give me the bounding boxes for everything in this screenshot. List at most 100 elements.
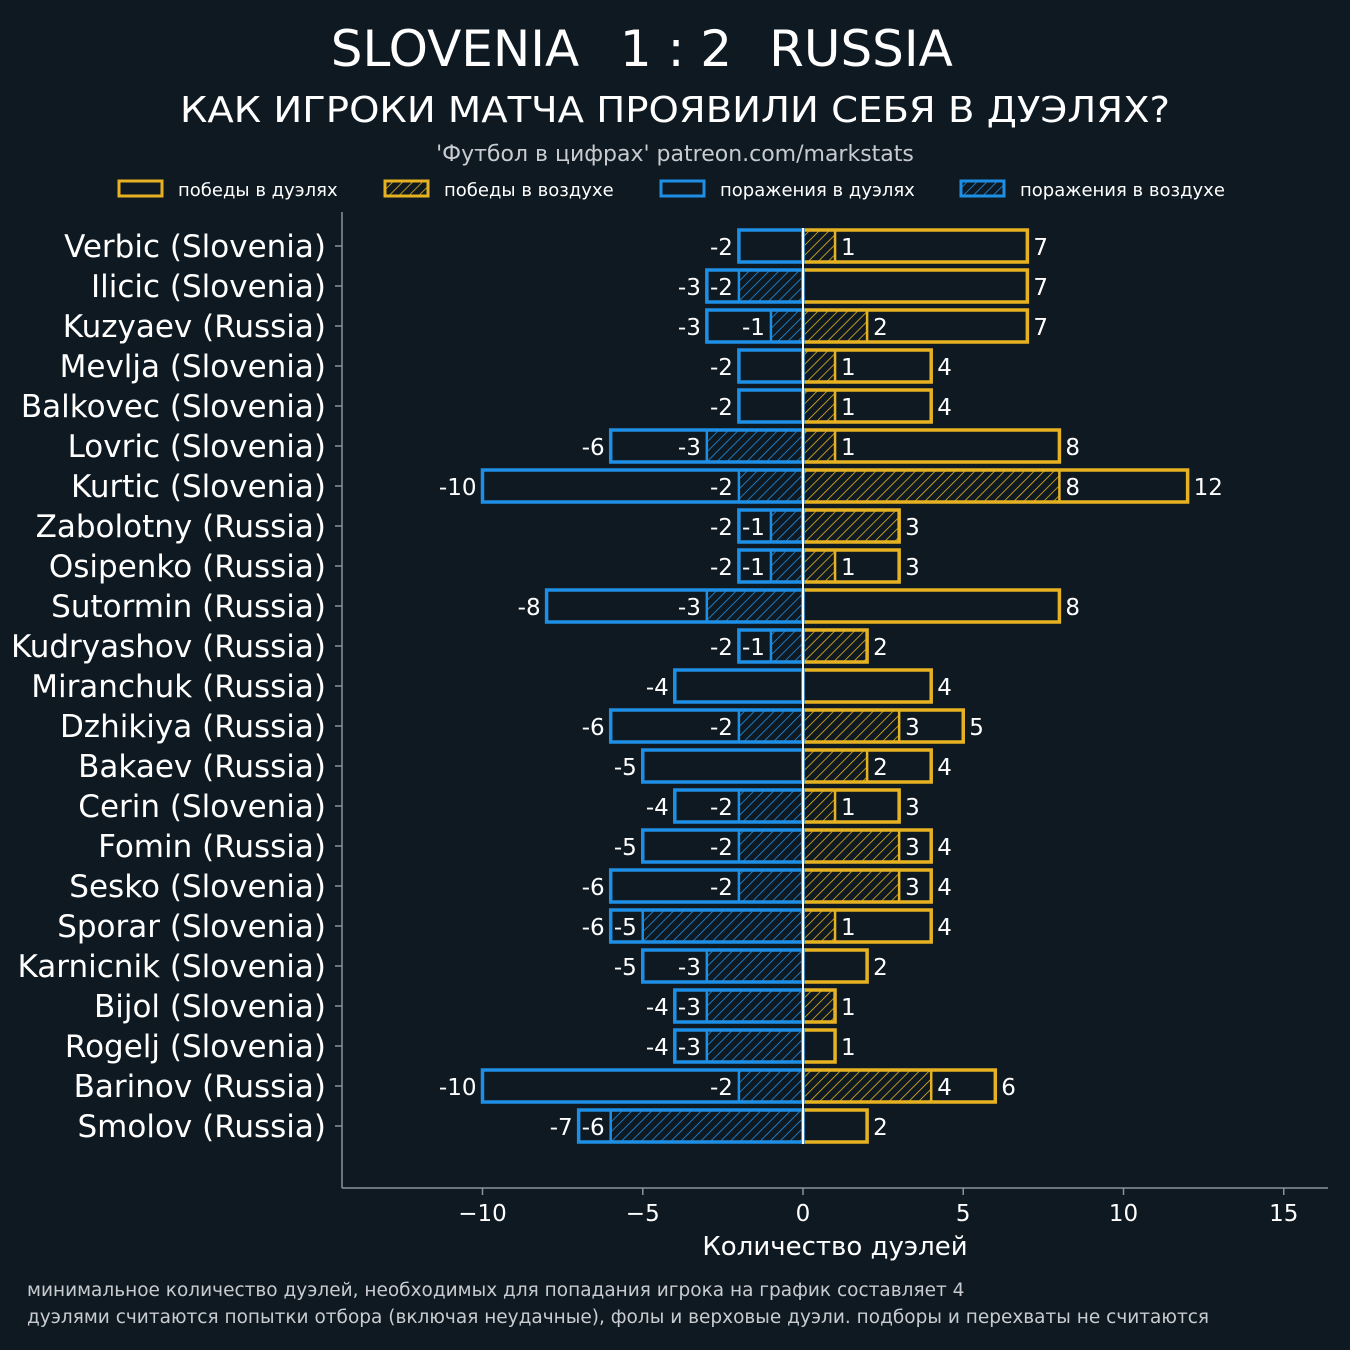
bar-losses-air [769, 548, 805, 584]
label-losses-total: -2 [710, 355, 733, 381]
label-losses-air: -2 [710, 875, 733, 901]
bar-wins-air [801, 388, 837, 424]
footnote-min-duels: минимальное количество дуэлей, необходим… [27, 1280, 964, 1301]
legend-swatch-losses-air [959, 179, 1006, 198]
legend-label-losses-total: поражения в дуэлях [720, 180, 915, 201]
label-wins-air: 1 [841, 355, 856, 381]
player-name-label: Barinov (Russia) [74, 1069, 326, 1105]
x-axis-label: Количество дуэлей [702, 1232, 967, 1262]
label-losses-total: -4 [646, 995, 669, 1021]
label-losses-total: -6 [582, 875, 605, 901]
bar-wins-air [801, 348, 837, 384]
label-losses-total: -8 [518, 595, 541, 621]
label-wins-total: 4 [937, 875, 952, 901]
legend-swatch-wins-air [383, 179, 430, 198]
bar-wins-air [801, 828, 901, 864]
label-wins-air: 1 [841, 555, 856, 581]
label-losses-total: -2 [710, 555, 733, 581]
label-wins-total: 7 [1033, 275, 1048, 301]
bar-losses-air [705, 988, 805, 1024]
bar-losses-air [737, 868, 805, 904]
label-losses-air: -2 [710, 835, 733, 861]
label-wins-air: 1 [841, 395, 856, 421]
player-name-label: Cerin (Slovenia) [78, 789, 326, 825]
player-name-label: Kuzyaev (Russia) [63, 309, 326, 345]
player-labels: Verbic (Slovenia) Ilicic (Slovenia) Kuzyae… [11, 229, 342, 1145]
label-wins-total: 2 [873, 635, 888, 661]
legend-swatch-losses-total [659, 179, 706, 198]
label-losses-total: -2 [710, 515, 733, 541]
label-losses-air: -2 [710, 795, 733, 821]
bar-losses-air [737, 788, 805, 824]
legend-label-losses-air: поражения в воздухе [1020, 180, 1225, 201]
label-losses-total: -3 [678, 315, 701, 341]
away-team-name: RUSSIA [769, 20, 953, 78]
player-name-label: Fomin (Russia) [98, 829, 326, 865]
home-team-name: SLOVENIA [331, 20, 579, 78]
label-wins-total: 2 [873, 955, 888, 981]
label-losses-total: -10 [439, 475, 477, 501]
player-name-label: Sporar (Slovenia) [57, 909, 326, 945]
label-wins-total: 4 [937, 755, 952, 781]
bar-wins-total [801, 1108, 869, 1144]
bar-losses-air [737, 1068, 805, 1104]
source-credit: 'Футбол в цифрах' patreon.com/markstats [436, 142, 914, 167]
label-wins-total: 7 [1033, 315, 1048, 341]
label-losses-air: -1 [742, 635, 765, 661]
bar-losses-total [641, 748, 805, 784]
x-tick-label: −5 [626, 1201, 660, 1227]
bar-wins-air [801, 548, 837, 584]
player-name-label: Dzhikiya (Russia) [60, 709, 326, 745]
x-tick-label: 10 [1109, 1201, 1138, 1227]
label-wins-total: 1 [841, 1035, 856, 1061]
player-name-label: Bakaev (Russia) [78, 749, 326, 785]
bar-wins-total [801, 588, 1062, 624]
label-losses-total: -6 [582, 435, 605, 461]
label-wins-total: 4 [937, 675, 952, 701]
player-name-label: Mevlja (Slovenia) [60, 349, 326, 385]
label-losses-air: -1 [742, 555, 765, 581]
label-wins-total: 12 [1194, 475, 1223, 501]
bar-losses-total [737, 228, 805, 264]
bar-wins-air [801, 228, 837, 264]
label-losses-total: -2 [710, 235, 733, 261]
x-tick-label: 5 [956, 1201, 971, 1227]
label-losses-total: -10 [439, 1075, 477, 1101]
label-losses-total: -5 [614, 755, 637, 781]
label-wins-total: 7 [1033, 235, 1048, 261]
label-wins-air: 1 [841, 915, 856, 941]
label-wins-air: 1 [841, 235, 856, 261]
label-losses-air: -3 [678, 1035, 701, 1061]
bar-wins-air [801, 708, 901, 744]
x-tick-label: 0 [796, 1201, 811, 1227]
label-losses-total: -2 [710, 395, 733, 421]
label-wins-total: 3 [905, 515, 920, 541]
player-name-label: Rogelj (Slovenia) [65, 1029, 326, 1065]
bar-losses-air [769, 628, 805, 664]
label-wins-air: 3 [905, 835, 920, 861]
label-losses-total: -5 [614, 955, 637, 981]
label-losses-air: -2 [710, 275, 733, 301]
label-wins-total: 2 [873, 1115, 888, 1141]
player-name-label: Smolov (Russia) [77, 1109, 326, 1145]
label-losses-air: -3 [678, 955, 701, 981]
label-wins-air: 4 [937, 1075, 952, 1101]
bar-wins-air [801, 788, 837, 824]
player-name-label: Bijol (Slovenia) [94, 989, 326, 1025]
player-name-label: Osipenko (Russia) [49, 549, 326, 585]
label-losses-total: -3 [678, 275, 701, 301]
bar-losses-air [705, 588, 805, 624]
label-losses-total: -7 [550, 1115, 573, 1141]
bar-wins-total [801, 948, 869, 984]
label-losses-air: -3 [678, 435, 701, 461]
bar-losses-air [737, 468, 805, 504]
bar-losses-air [705, 428, 805, 464]
player-name-label: Balkovec (Slovenia) [21, 389, 326, 425]
label-losses-total: -5 [614, 835, 637, 861]
player-name-label: Zabolotny (Russia) [36, 509, 326, 545]
chart-subtitle: КАК ИГРОКИ МАТЧА ПРОЯВИЛИ СЕБЯ В ДУЭЛЯХ? [180, 90, 1170, 131]
bars-layer: 7-2 17-3 -27-3 2-14-2 14-2 18-6 1-312-10 8-23-2… [439, 228, 1223, 1144]
bar-wins-air [801, 1068, 933, 1104]
x-tick-label: 15 [1269, 1201, 1298, 1227]
legend-label-wins-total: победы в дуэлях [178, 180, 338, 201]
